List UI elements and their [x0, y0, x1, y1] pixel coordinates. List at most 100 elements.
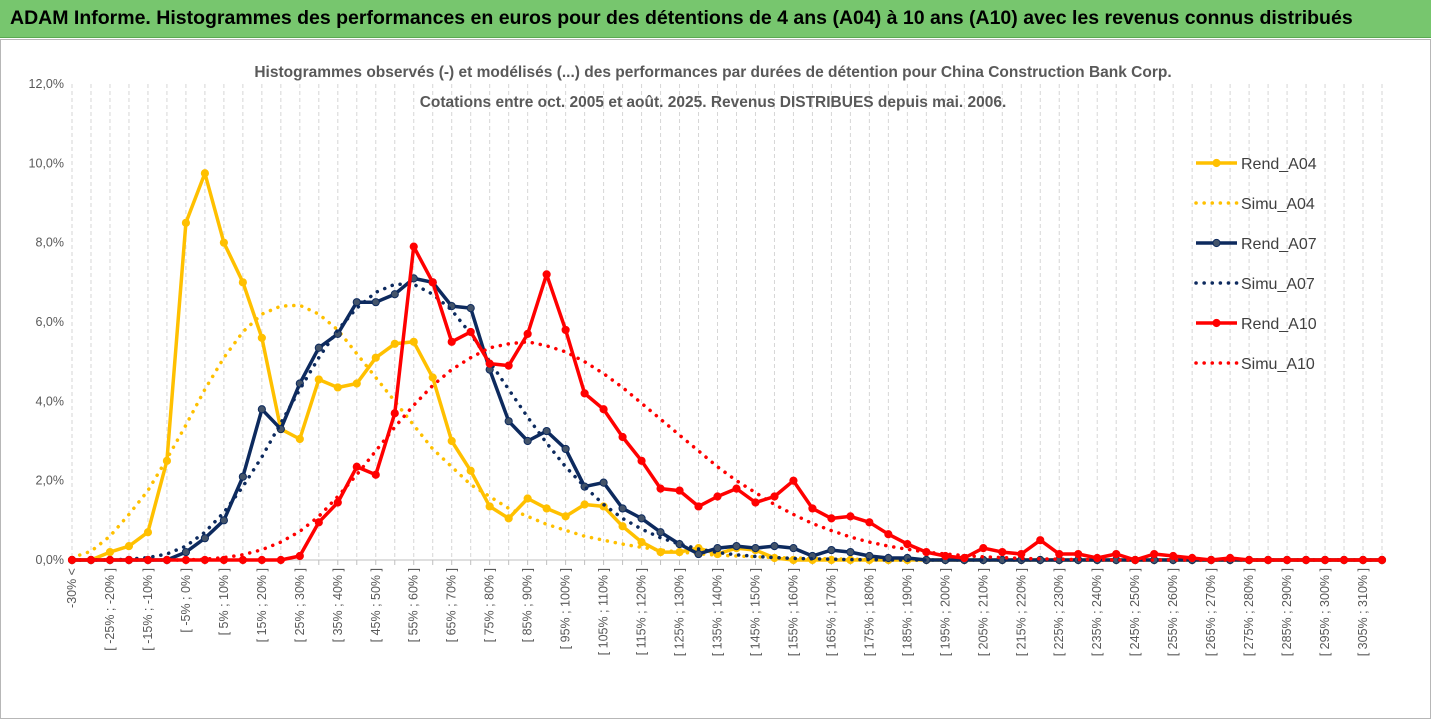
data-point: [561, 512, 570, 521]
series-line-simu-a04: [70, 303, 1384, 562]
data-point: [770, 492, 779, 501]
data-point: [333, 498, 342, 507]
data-point: [1055, 549, 1064, 559]
data-point: [314, 375, 323, 384]
legend-item-simu-a10: Simu_A10: [1194, 356, 1315, 373]
x-tick-label: [ 75% ; 80% ]: [483, 568, 497, 642]
data-point: [333, 383, 342, 392]
legend-item-simu-a07: Simu_A07: [1194, 276, 1315, 293]
y-tick-label: 4,0%: [36, 394, 65, 408]
data-point: [732, 484, 741, 493]
x-tick-label: [ 265% ; 270% ]: [1204, 568, 1218, 656]
data-point: [504, 514, 513, 523]
performance-histogram-chart: 0,0% 2,0% 4,0% 6,0% 8,0% 10,0% 12,0% -30% < [ -…: [29, 64, 1387, 656]
data-point: [618, 522, 627, 531]
data-point: [352, 298, 361, 307]
data-point: [580, 389, 589, 398]
x-tick-label: [ 45% ; 50% ]: [369, 568, 383, 642]
x-tick-label: [ 255% ; 260% ]: [1166, 568, 1180, 656]
data-point: [390, 339, 399, 348]
data-point: [295, 434, 304, 444]
data-point: [1074, 549, 1083, 559]
series-line-rend-a04: [72, 171, 1382, 562]
data-point: [656, 484, 665, 493]
data-point: [485, 359, 494, 368]
data-point: [751, 544, 760, 553]
data-point: [618, 504, 627, 513]
data-point: [504, 361, 513, 370]
chart-series: [67, 169, 1387, 565]
data-point: [219, 516, 228, 525]
legend-item-rend-a04: Rend_A04: [1196, 156, 1317, 173]
data-point: [352, 379, 361, 388]
data-point: [447, 337, 456, 346]
y-axis: 0,0% 2,0% 4,0% 6,0% 8,0% 10,0% 12,0%: [29, 77, 64, 567]
data-point: [105, 547, 115, 557]
data-point: [428, 373, 437, 382]
series-line-simu-a07: [70, 282, 1384, 562]
data-point: [998, 547, 1007, 557]
series-rend-a07: [67, 274, 1387, 565]
legend-marker: [1212, 158, 1221, 168]
x-tick-label: [ 215% ; 220% ]: [1014, 568, 1028, 656]
data-point: [599, 405, 608, 414]
series-rend-a04: [67, 169, 1387, 565]
data-point: [713, 492, 722, 501]
data-point: [884, 530, 893, 539]
legend-item-simu-a04: Simu_A04: [1194, 196, 1315, 213]
data-point: [409, 337, 418, 346]
y-tick-label: 8,0%: [36, 236, 65, 250]
data-point: [200, 534, 209, 543]
x-tick-label: [ -5% ; 0% ]: [179, 568, 193, 633]
data-point: [846, 547, 855, 557]
data-point: [219, 238, 228, 247]
series-rend-a10: [67, 242, 1387, 565]
legend-item-rend-a10: Rend_A10: [1196, 316, 1317, 333]
data-point: [770, 542, 779, 551]
data-point: [238, 278, 247, 287]
data-point: [884, 553, 893, 563]
x-tick-label: [ 95% ; 100% ]: [559, 568, 573, 649]
data-point: [732, 542, 741, 551]
data-point: [542, 270, 551, 279]
data-point: [675, 486, 684, 495]
data-point: [694, 549, 703, 559]
legend-label: Rend_A04: [1241, 156, 1317, 173]
series-simu-a04: [70, 303, 1384, 562]
data-point: [789, 476, 798, 485]
series-simu-a07: [70, 282, 1384, 562]
data-point: [314, 518, 323, 527]
data-point: [466, 304, 475, 313]
data-point: [390, 290, 399, 299]
chart-grid: [71, 84, 1383, 560]
data-point: [637, 538, 646, 547]
x-tick-label: [ 25% ; 30% ]: [293, 568, 307, 642]
data-point: [504, 417, 513, 426]
legend-label: Simu_A04: [1241, 196, 1315, 213]
legend-label: Rend_A10: [1241, 316, 1317, 333]
y-tick-label: 2,0%: [36, 474, 65, 488]
x-tick-label: [ 205% ; 210% ]: [976, 568, 990, 656]
data-point: [656, 528, 665, 537]
chart-title: Histogrammes observés (-) et modélisés (…: [254, 64, 1171, 81]
data-point: [1150, 549, 1159, 559]
x-tick-label: [ 35% ; 40% ]: [331, 568, 345, 642]
y-tick-label: 12,0%: [29, 77, 64, 91]
x-tick-label: [ 105% ; 110% ]: [597, 568, 611, 655]
x-tick-label: [ 285% ; 290% ]: [1280, 568, 1294, 656]
series-line-rend-a07: [72, 276, 1382, 562]
data-point: [295, 551, 304, 561]
data-point: [1036, 536, 1045, 545]
data-point: [523, 329, 532, 338]
data-point: [561, 444, 570, 454]
data-point: [1017, 549, 1026, 559]
data-point: [181, 218, 191, 227]
x-tick-label: [ 175% ; 180% ]: [862, 568, 876, 656]
x-tick-label: [ -25% ; -20% ]: [103, 568, 117, 651]
legend-marker: [1212, 238, 1221, 248]
data-point: [827, 545, 836, 555]
legend-label: Simu_A10: [1241, 356, 1315, 373]
legend-marker: [1212, 318, 1221, 328]
data-point: [238, 555, 247, 565]
x-tick-label: -30% <: [65, 568, 79, 608]
